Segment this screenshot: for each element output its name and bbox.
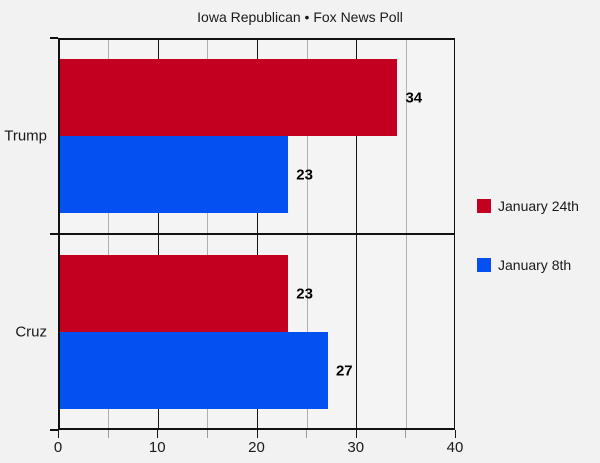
category-axis-tick [50, 233, 58, 235]
x-axis-tick-label: 30 [347, 439, 365, 456]
legend-label: January 24th [498, 198, 579, 214]
category-label: Trump [4, 127, 47, 145]
legend-swatch-icon [477, 199, 491, 213]
x-axis-tick [157, 430, 159, 438]
bar-trump-jan8 [60, 136, 289, 213]
x-axis-tick-label: 40 [446, 439, 464, 456]
group-separator [60, 233, 454, 235]
plot-area: 34 23 23 27 [58, 38, 455, 430]
x-axis-tick [455, 430, 456, 438]
legend-item: January 24th [477, 198, 579, 214]
legend-label: January 8th [498, 257, 572, 273]
bar-value-label: 23 [296, 166, 313, 183]
chart-title: Iowa Republican • Fox News Poll [197, 9, 403, 25]
bar-cruz-jan24 [60, 255, 289, 332]
x-axis-tick [405, 430, 407, 438]
category-label: Cruz [15, 323, 47, 341]
bar-trump-jan24 [60, 59, 398, 136]
x-axis-tick [256, 430, 258, 438]
legend-item: January 8th [477, 257, 571, 273]
x-axis-tick-label: 20 [248, 439, 265, 456]
category-axis-tick [50, 429, 58, 431]
x-axis-tick [58, 430, 59, 438]
legend-swatch-icon [477, 258, 491, 272]
category-axis-tick [50, 37, 58, 39]
x-axis-tick [355, 430, 357, 438]
bar-value-label: 23 [296, 285, 313, 302]
bar-cruz-jan8 [60, 332, 328, 409]
bar-value-label: 34 [405, 89, 423, 106]
bar-value-label: 27 [335, 362, 353, 379]
x-axis-tick-label: 10 [148, 439, 166, 456]
x-axis-tick [107, 430, 109, 438]
x-axis-tick [206, 430, 208, 438]
x-axis-tick-label: 0 [53, 439, 63, 456]
x-axis-tick [306, 430, 308, 438]
